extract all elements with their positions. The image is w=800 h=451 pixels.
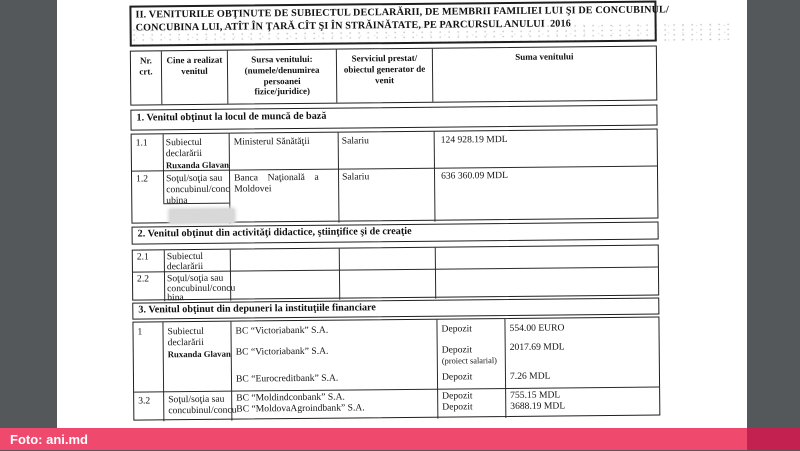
row-2-2-who: Soţul/soţia sau concubinul/concu bina [166,272,236,304]
col-header-service: Serviciul prestat/ obiectul generator de… [336,48,434,103]
grid-line [162,322,165,422]
row-3-2-who: Soţul/soţia sau concubinul/concu [168,393,237,416]
row-2-2-nr: 2.2 [136,273,150,285]
row-1-1-nr: 1.1 [135,137,148,149]
grid-line [436,319,439,419]
row-3-1-who-name: Ruxanda Glavan [167,348,231,360]
section2-title: 2. Venitul obţinut din activităţi didact… [137,225,412,240]
row-3-1-service-3: Depozit [441,371,473,383]
scan-content: II. VENITURILE OBŢINUTE DE SUBIECTUL DEC… [55,0,749,431]
col-header-source: Sursa venitului: (numele/denumirea perso… [227,49,338,104]
row-1-1-who-name: Ruxanda Glavan [165,159,229,171]
row-1-1-who: Subiectul declarării [165,136,203,160]
row-1-2-source: Banca Naţională a Moldovei [234,171,319,195]
row-1-1-source: Ministerul Sănătăţii [233,135,310,148]
photo-credit-label: Foto: ani.md [10,432,88,447]
table-header-row: Nr. crt. Cine a realizat venitul Sursa v… [129,45,658,106]
grid-line [134,386,660,393]
row-1-2-service: Salariu [342,171,370,183]
row-1-2-nr: 1.2 [136,173,149,185]
row-3-1-sum-2: 2017.69 MDL [509,341,565,353]
row-2-1-nr: 2.1 [136,251,149,263]
row-1-2-who: Soţul/soţia sau concubinul/conc ubina [166,172,230,207]
row-1-2-sum: 636 360.09 MDL [440,169,508,182]
grid-line [434,247,437,299]
row-3-2-service-2: Depozit [442,401,473,413]
row-3-2-sum-1: 755.15 MDL [510,389,561,401]
photo-credit-bar: Foto: ani.md [0,428,800,450]
section1-rows: 1.1 Subiectul declarării Ruxanda Glavan … [130,128,659,224]
grid-line [337,132,340,223]
scanned-document-page: II. VENITURILE OBŢINUTE DE SUBIECTUL DEC… [57,0,747,428]
row-3-1-source-3: BC “Eurocreditbank” S.A. [235,372,339,385]
grid-line [433,131,436,222]
grid-line [504,319,507,419]
row-3-1-service-1: Depozit [441,323,472,335]
row-3-1-who: Subiectul declarării [167,325,204,349]
col-header-sum: Suma venitului [515,51,574,62]
row-3-2-nr: 3.2 [138,395,151,407]
section3-rows: 1 Subiectul declarării Ruxanda Glavan BC… [132,316,661,422]
section2-rows: 2.1 Subiectul declarării 2.2 Soţul/soţia… [131,244,660,304]
col-header-nr: Nr. crt. [130,51,163,105]
row-2-1-who: Subiectul declarării [166,250,204,273]
section1-title: 1. Venitul obţinut la locul de muncă de … [136,110,327,124]
section3-title: 3. Venitul obţinut din depuneri la insti… [138,302,376,316]
grid-line [132,266,658,273]
section2-title-bar: 2. Venitul obţinut din activităţi didact… [131,221,659,245]
photo-credit-bar-right-segment [747,428,800,450]
row-3-1-service-2: Depozit [441,344,473,356]
row-3-1-sum-3: 7.26 MDL [509,370,551,382]
row-3-1-nr: 1 [137,326,143,338]
col-header-who: Cine a realizat venitul [161,50,229,105]
row-3-2-source-2: BC “MoldovaAgroindbank” S.A. [236,402,365,415]
row-1-1-sum: 124 928.19 MDL [440,133,508,146]
document-title-box: II. VENITURILE OBŢINUTE DE SUBIECTUL DEC… [129,0,669,47]
row-3-2-sum-2: 3688.19 MDL [510,400,566,412]
row-3-1-sum-1: 554.00 EURO [509,322,565,334]
grid-line [338,248,341,300]
grid-line [162,134,165,204]
redacted-name-blur [169,208,235,224]
row-1-1-service: Salariu [341,135,369,147]
row-3-1-service-note-2: (proiect salarial) [441,356,497,366]
section3-title-bar: 3. Venitul obţinut din depuneri la insti… [132,297,660,320]
section1-title-bar: 1. Venitul obţinut la locul de muncă de … [130,104,658,131]
row-3-2-service-1: Depozit [442,390,473,402]
row-3-1-source-2: BC “Victoriabank” S.A. [235,345,329,358]
row-3-1-source-1: BC “Victoriabank” S.A. [235,324,329,337]
grid-line [163,250,166,302]
